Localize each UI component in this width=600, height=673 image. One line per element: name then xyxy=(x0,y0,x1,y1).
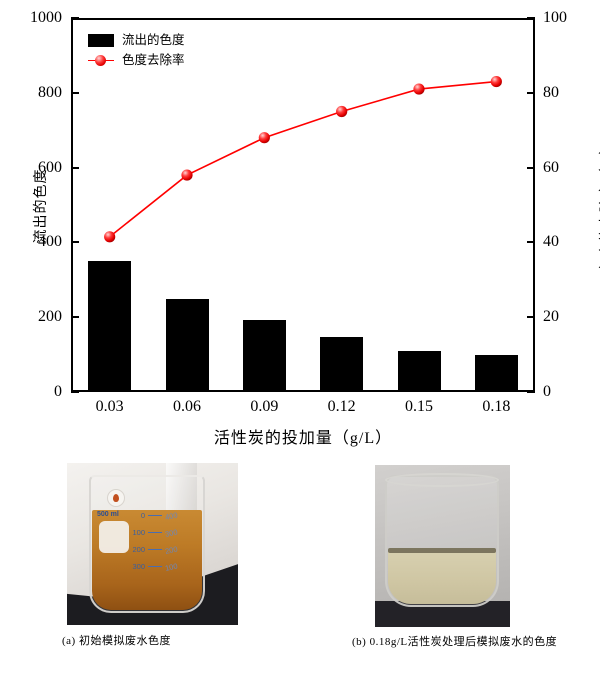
x-axis-tick-label: 0.03 xyxy=(95,398,124,415)
left-axis-tickmark xyxy=(71,316,79,319)
photo-treated-wastewater xyxy=(375,465,510,627)
x-axis-tick-label: 0.12 xyxy=(327,398,356,415)
x-axis-tick-label: 0.18 xyxy=(482,398,511,415)
right-axis-tick-label: 20 xyxy=(543,308,559,326)
bar-effluent-color xyxy=(88,261,132,392)
removal-rate-point xyxy=(490,75,502,88)
legend-label: 色度去除率 xyxy=(122,53,185,67)
removal-rate-point xyxy=(181,169,193,181)
left-axis-tickmark xyxy=(71,166,79,169)
right-axis-tick-label: 60 xyxy=(543,158,559,176)
left-axis-tick-label: 0 xyxy=(54,383,62,400)
beaker-rim xyxy=(385,473,499,487)
graduation-row: 100 300 xyxy=(132,527,179,539)
right-axis-tick-label: 100 xyxy=(543,9,567,26)
right-axis-title: 色度的去除率（%） xyxy=(596,116,600,296)
removal-rate-markers xyxy=(104,75,502,243)
left-axis-tickmark xyxy=(71,391,79,393)
x-axis-tick-label: 0.09 xyxy=(250,398,279,415)
right-axis-tick-label: 80 xyxy=(543,83,559,101)
bar-effluent-color xyxy=(474,354,518,392)
left-axis-title: 流出的色度 xyxy=(34,168,49,244)
right-axis-tick-label: 0 xyxy=(543,383,551,400)
beaker-with-amber-liquid: 500 ml 0 400 100 300 200 200 300 100 xyxy=(89,475,205,613)
bar-effluent-color xyxy=(397,350,441,392)
beaker-white-label xyxy=(99,521,129,553)
removal-rate-point xyxy=(258,132,270,144)
beaker-volume-label: 500 ml xyxy=(97,511,119,518)
graduation-row: 300 100 xyxy=(132,561,179,573)
legend-item-effluent-color: 流出的色度 xyxy=(88,30,185,50)
line-marker-icon xyxy=(88,54,114,67)
left-axis-tickmark xyxy=(71,241,79,244)
graduation-row: 200 200 xyxy=(132,544,179,556)
removal-rate-point xyxy=(413,83,425,95)
bar-effluent-color xyxy=(320,336,364,392)
x-axis-title: 活性炭的投加量（g/L） xyxy=(213,430,393,447)
beaker-brand-logo xyxy=(107,489,125,507)
left-axis-tick-label: 1000 xyxy=(30,9,62,26)
right-axis-tickmark xyxy=(527,17,535,19)
removal-rate-point xyxy=(104,231,116,243)
bar-effluent-color xyxy=(242,320,286,392)
left-axis-tick-label: 200 xyxy=(38,308,62,326)
beaker-graduations: 0 400 100 300 200 200 300 100 xyxy=(125,507,197,575)
left-axis-tick-label: 800 xyxy=(38,83,62,101)
right-axis-tick-label: 40 xyxy=(543,233,559,251)
x-axis-tick-label: 0.15 xyxy=(405,398,433,415)
graduation-row: 0 400 xyxy=(140,510,179,522)
chart-legend: 流出的色度 色度去除率 xyxy=(88,30,185,70)
legend-item-removal-rate: 色度去除率 xyxy=(88,50,185,70)
pale-liquid xyxy=(388,548,496,604)
left-axis-tickmark xyxy=(71,17,79,19)
right-axis-tickmark xyxy=(527,166,535,169)
right-axis-tickmark xyxy=(527,91,535,94)
left-axis-tick-label: 400 xyxy=(38,233,62,251)
right-axis-tickmark xyxy=(527,241,535,244)
x-axis-tick-label: 0.06 xyxy=(173,398,201,415)
removal-rate-line-chart xyxy=(104,75,502,243)
photo-a-caption: (a) 初始模拟废水色度 xyxy=(62,635,171,647)
left-axis-tick-label: 600 xyxy=(38,158,62,176)
removal-rate-line xyxy=(109,80,497,238)
photo-b-caption: (b) 0.18g/L活性炭处理后模拟废水的色度 xyxy=(352,636,558,648)
removal-rate-point xyxy=(336,105,348,118)
legend-label: 流出的色度 xyxy=(122,33,185,47)
left-axis-tickmark xyxy=(71,91,79,94)
right-axis-tickmark xyxy=(527,316,535,319)
bar-effluent-color xyxy=(165,298,209,392)
right-axis-tickmark xyxy=(527,391,535,393)
beaker-with-clear-liquid xyxy=(385,473,499,607)
photo-initial-wastewater: 500 ml 0 400 100 300 200 200 300 100 xyxy=(67,463,238,625)
bar-swatch-icon xyxy=(88,33,114,47)
